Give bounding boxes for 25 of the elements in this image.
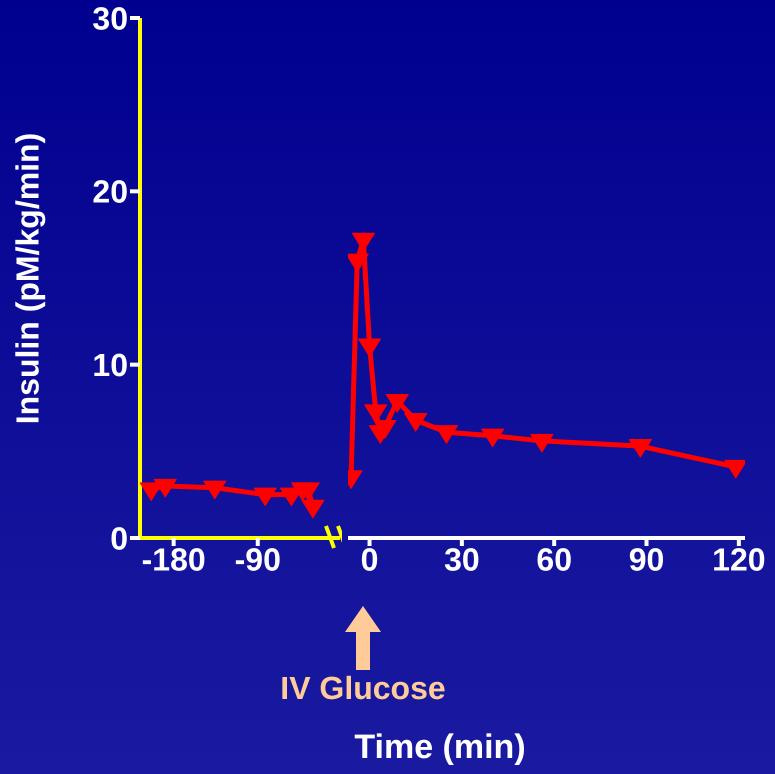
x-tick-label: 0	[360, 542, 378, 578]
x-tick-label: -180	[142, 542, 206, 578]
point	[628, 439, 652, 458]
x-tick-label: 90	[628, 542, 664, 578]
y-tick-label: 10	[92, 347, 128, 384]
point	[373, 420, 396, 439]
point	[530, 434, 554, 452]
point	[203, 480, 226, 500]
point	[154, 478, 177, 498]
x-tick-label: 60	[536, 542, 572, 578]
x-tick-label: 30	[444, 542, 480, 578]
point	[404, 413, 428, 432]
point	[296, 482, 320, 501]
y-axis-title: Insulin (pM/kg/min)	[10, 132, 46, 424]
point	[386, 394, 409, 413]
point	[434, 425, 458, 444]
point	[254, 488, 277, 506]
y-tick-label: 30	[92, 0, 128, 36]
text: IV Glucose	[279, 670, 447, 707]
x-tick-label: 120	[712, 542, 766, 578]
x-tick-label: -90	[234, 542, 281, 578]
y-tick-label: 20	[92, 174, 128, 210]
point	[301, 500, 324, 518]
point	[481, 428, 504, 448]
x-axis-title: Time (min)	[353, 728, 527, 767]
